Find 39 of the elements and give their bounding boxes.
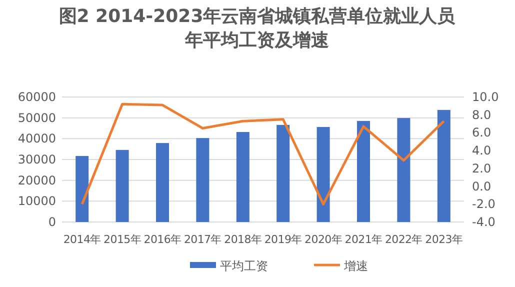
x-tick-label: 2023年 <box>425 233 463 246</box>
y2-tick-label: -2.0 <box>472 197 496 212</box>
x-tick-label: 2020年 <box>304 233 342 246</box>
y2-tick-label: 2.0 <box>472 161 492 176</box>
bar <box>76 156 89 222</box>
legend-label: 增速 <box>343 259 368 273</box>
x-tick-label: 2022年 <box>384 233 423 246</box>
y2-tick-label: 8.0 <box>472 108 492 122</box>
y2-tick-label: 0.0 <box>472 179 492 194</box>
bar <box>156 143 169 222</box>
y-tick-label: 50000 <box>18 110 56 125</box>
legend-label: 平均工资 <box>220 259 268 273</box>
x-tick-label: 2018年 <box>224 233 262 246</box>
y-tick-label: 0 <box>48 215 56 229</box>
x-tick-label: 2015年 <box>104 233 142 246</box>
x-tick-label: 2017年 <box>184 233 222 246</box>
x-tick-label: 2021年 <box>344 233 383 246</box>
bar <box>357 120 370 222</box>
x-tick-label: 2019年 <box>264 233 302 246</box>
y2-tick-label: 10.0 <box>472 90 499 104</box>
bar <box>116 150 129 222</box>
y2-tick-label: 4.0 <box>472 144 492 158</box>
y-tick-label: 40000 <box>18 132 56 146</box>
y2-tick-label: 6.0 <box>472 126 492 140</box>
y-tick-label: 60000 <box>18 90 56 104</box>
y2-tick-label: -4.0 <box>472 215 496 229</box>
line-series <box>80 102 446 206</box>
bar <box>316 127 330 222</box>
bar <box>397 118 410 222</box>
title: 图2 2014-2023年云南省城镇私营单位就业人员年平均工资及增速 <box>58 6 456 51</box>
bar <box>437 110 450 222</box>
x-tick-label: 2014年 <box>63 233 102 246</box>
bar <box>236 132 250 222</box>
bar <box>276 124 290 222</box>
y-tick-label: 20000 <box>18 173 56 188</box>
y-tick-label: 10000 <box>18 194 56 208</box>
bar <box>196 138 210 222</box>
x-tick-label: 2016年 <box>144 233 182 246</box>
y-tick-label: 30000 <box>18 152 56 166</box>
